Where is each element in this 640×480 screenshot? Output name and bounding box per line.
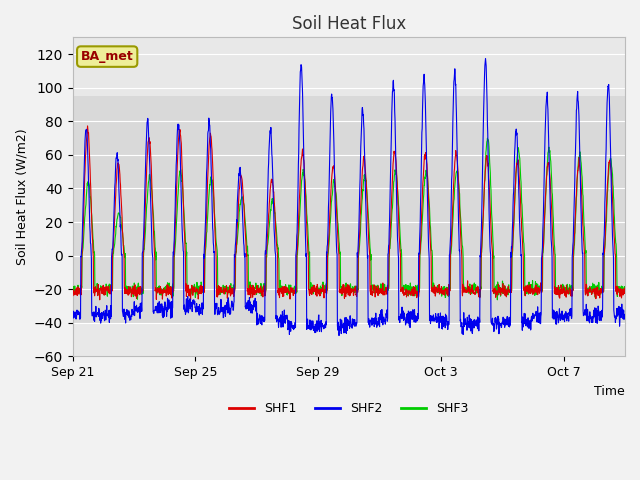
Legend: SHF1, SHF2, SHF3: SHF1, SHF2, SHF3 — [224, 397, 474, 420]
Y-axis label: Soil Heat Flux (W/m2): Soil Heat Flux (W/m2) — [15, 129, 28, 265]
Bar — [72, 96, 625, 323]
X-axis label: Time: Time — [595, 384, 625, 397]
Title: Soil Heat Flux: Soil Heat Flux — [292, 15, 406, 33]
Text: BA_met: BA_met — [81, 50, 134, 63]
